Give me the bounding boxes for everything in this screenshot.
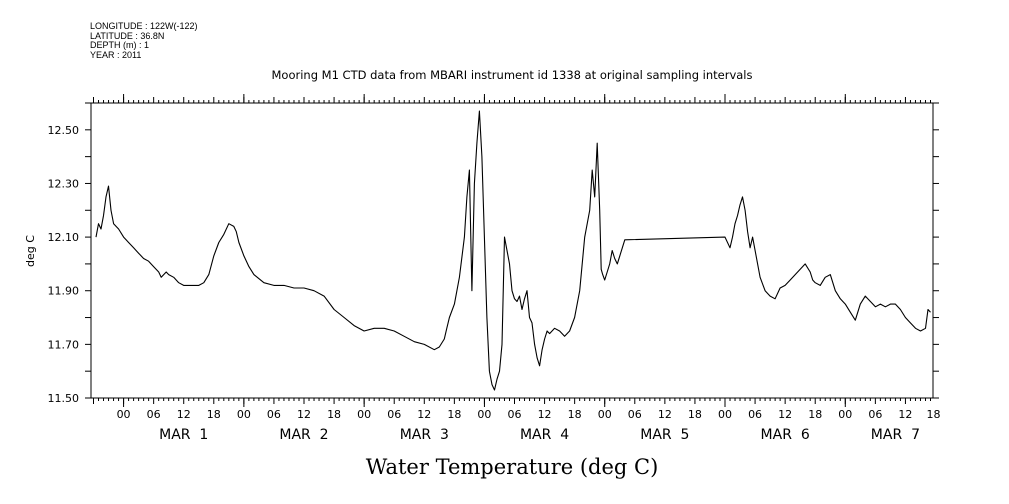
y-tick-label: 11.50 bbox=[48, 392, 80, 405]
x-hour-label: 00 bbox=[117, 408, 131, 421]
y-tick-labels: 11.50 11.70 11.90 12.10 12.30 12.50 bbox=[48, 124, 80, 405]
x-hour-label: 06 bbox=[147, 408, 161, 421]
depth-label: DEPTH (m) : 1 bbox=[90, 40, 150, 50]
x-day-labels: MAR 1 MAR 2 MAR 3 MAR 4 MAR 5 MAR 6 MAR 7 bbox=[159, 427, 920, 443]
x-hour-label: 12 bbox=[898, 408, 912, 421]
axis-ticks bbox=[85, 94, 939, 407]
x-hour-label: 12 bbox=[417, 408, 431, 421]
x-day-label: MAR 7 bbox=[871, 427, 920, 443]
x-hour-label: 12 bbox=[778, 408, 792, 421]
x-hour-labels: 00 06 12 18 00 06 12 18 00 06 12 18 00 06 12 18 00 06 12 18… bbox=[117, 408, 941, 421]
x-day-label: MAR 2 bbox=[279, 427, 328, 443]
x-hour-label: 00 bbox=[357, 408, 371, 421]
x-hour-label: 06 bbox=[508, 408, 522, 421]
x-hour-label: 06 bbox=[748, 408, 762, 421]
x-day-label: MAR 4 bbox=[520, 427, 569, 443]
x-hour-label: 12 bbox=[658, 408, 672, 421]
y-tick-label: 12.50 bbox=[48, 124, 80, 137]
x-hour-label: 06 bbox=[868, 408, 882, 421]
x-axis-label: Water Temperature (deg C) bbox=[366, 455, 659, 479]
x-hour-label: 18 bbox=[327, 408, 341, 421]
y-tick-label: 12.30 bbox=[48, 177, 80, 190]
x-hour-label: 12 bbox=[297, 408, 311, 421]
temperature-series-line bbox=[95, 110, 931, 391]
x-hour-label: 00 bbox=[477, 408, 491, 421]
y-tick-label: 12.10 bbox=[48, 231, 80, 244]
x-hour-label: 00 bbox=[718, 408, 732, 421]
x-hour-label: 18 bbox=[927, 408, 941, 421]
x-hour-label: 18 bbox=[207, 408, 221, 421]
x-day-label: MAR 3 bbox=[400, 427, 449, 443]
x-hour-label: 18 bbox=[568, 408, 582, 421]
x-hour-label: 18 bbox=[447, 408, 461, 421]
plot-frame bbox=[90, 102, 934, 399]
metadata-header: LONGITUDE : 122W(-122) LATITUDE : 36.8N … bbox=[90, 21, 198, 60]
x-day-label: MAR 5 bbox=[640, 427, 689, 443]
y-tick-label: 11.70 bbox=[48, 338, 80, 351]
x-hour-label: 18 bbox=[808, 408, 822, 421]
x-day-label: MAR 6 bbox=[761, 427, 810, 443]
longitude-label: LONGITUDE : 122W(-122) bbox=[90, 21, 198, 31]
latitude-label: LATITUDE : 36.8N bbox=[90, 30, 165, 41]
x-hour-label: 00 bbox=[838, 408, 852, 421]
year-label: YEAR : 2011 bbox=[90, 49, 142, 60]
x-day-label: MAR 1 bbox=[159, 427, 208, 443]
x-hour-label: 00 bbox=[237, 408, 251, 421]
x-hour-label: 06 bbox=[387, 408, 401, 421]
x-hour-label: 12 bbox=[177, 408, 191, 421]
x-hour-label: 12 bbox=[538, 408, 552, 421]
chart-title: Mooring M1 CTD data from MBARI instrumen… bbox=[272, 68, 753, 82]
x-hour-label: 00 bbox=[598, 408, 612, 421]
x-hour-label: 06 bbox=[628, 408, 642, 421]
x-hour-label: 18 bbox=[688, 408, 702, 421]
y-tick-label: 11.90 bbox=[48, 285, 80, 298]
x-hour-label: 06 bbox=[267, 408, 281, 421]
y-axis-label: deg C bbox=[24, 235, 37, 267]
